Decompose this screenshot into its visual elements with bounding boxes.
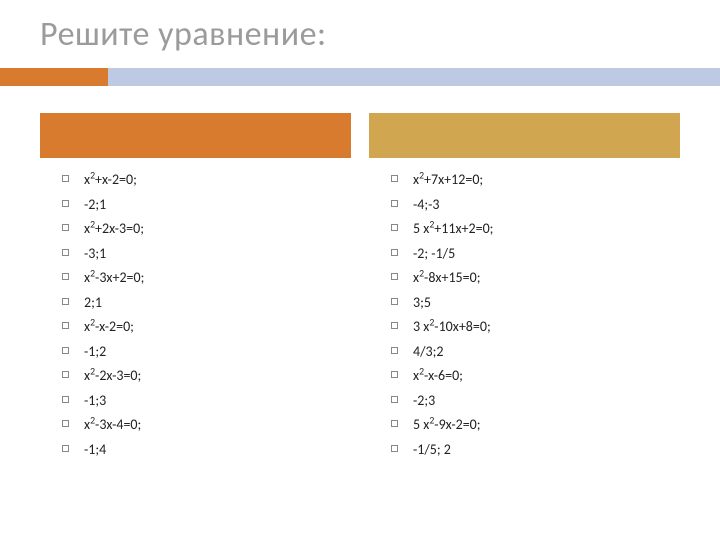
right-column-header [369,113,680,158]
content-columns: x2+x-2=0;-2;1x2+2x-3=0;-3;1x2-3x+2=0;2;1… [40,113,680,462]
list-item: x2-3x-4=0; [80,413,351,438]
left-column: x2+x-2=0;-2;1x2+2x-3=0;-3;1x2-3x+2=0;2;1… [40,113,351,462]
list-item: x2-2x-3=0; [80,364,351,389]
list-item: 2;1 [80,291,351,316]
right-column: x2+7x+12=0;-4;-35 x2+11x+2=0;-2; -1/5x2-… [369,113,680,462]
list-item: -1;2 [80,340,351,365]
list-item: x2-x-2=0; [80,315,351,340]
list-item: x2+x-2=0; [80,168,351,193]
list-item: -2;1 [80,193,351,218]
list-item: 5 x2+11x+2=0; [409,217,680,242]
list-item: x2-x-6=0; [409,364,680,389]
list-item: -4;-3 [409,193,680,218]
list-item: x2+7x+12=0; [409,168,680,193]
list-item: 4/3;2 [409,340,680,365]
right-list: x2+7x+12=0;-4;-35 x2+11x+2=0;-2; -1/5x2-… [369,168,680,462]
list-item: -1/5; 2 [409,438,680,463]
left-list: x2+x-2=0;-2;1x2+2x-3=0;-3;1x2-3x+2=0;2;1… [40,168,351,462]
list-item: -2;3 [409,389,680,414]
list-item: -1;3 [80,389,351,414]
list-item: x2+2x-3=0; [80,217,351,242]
list-item: 5 x2-9x-2=0; [409,413,680,438]
list-item: -2; -1/5 [409,242,680,267]
list-item: x2-8x+15=0; [409,266,680,291]
left-column-header [40,113,351,158]
list-item: 3 x2-10x+8=0; [409,315,680,340]
underline-rest [108,68,720,86]
underline-accent [0,68,108,86]
list-item: 3;5 [409,291,680,316]
title-underline [0,68,720,86]
list-item: -3;1 [80,242,351,267]
list-item: -1;4 [80,438,351,463]
list-item: x2-3x+2=0; [80,266,351,291]
slide: Решите уравнение: x2+x-2=0;-2;1x2+2x-3=0… [0,0,720,540]
page-title: Решите уравнение: [40,14,327,55]
